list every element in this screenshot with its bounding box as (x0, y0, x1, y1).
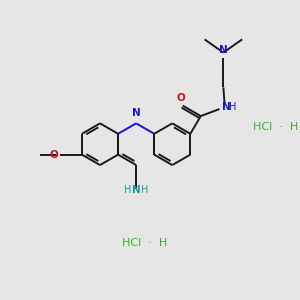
Text: HCl  ·  H: HCl · H (122, 238, 167, 248)
Text: O: O (50, 150, 58, 160)
Text: N: N (222, 102, 231, 112)
Text: O: O (177, 93, 186, 103)
Text: H: H (141, 185, 149, 195)
Text: N: N (219, 45, 228, 55)
Text: N: N (132, 185, 140, 195)
Text: N: N (132, 108, 140, 118)
Text: HCl  ·  H: HCl · H (253, 122, 298, 132)
Text: H: H (124, 185, 131, 195)
Text: H: H (229, 102, 236, 112)
